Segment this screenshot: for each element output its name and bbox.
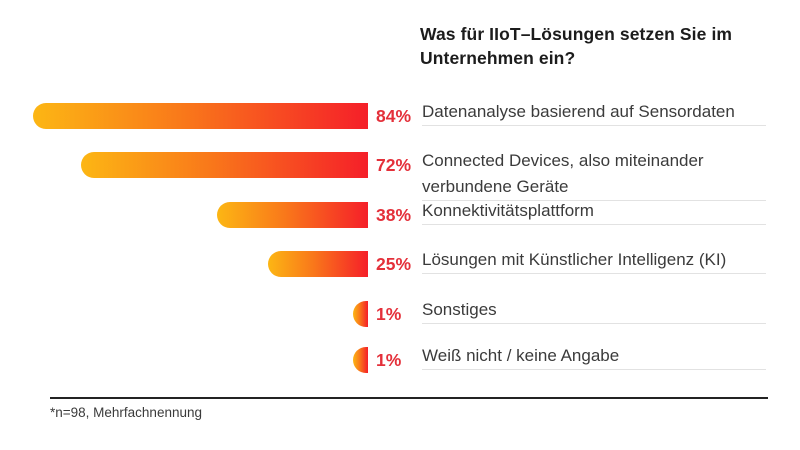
category-label: Konnektivitätsplattform xyxy=(422,198,766,225)
category-label: Lösungen mit Künstlicher Intelligenz (KI… xyxy=(422,247,766,274)
bar-track xyxy=(0,152,368,178)
bar-row-konnektivitaetsplattform: 38% Konnektivitätsplattform xyxy=(0,201,800,228)
chart-title-line2: Unternehmen ein? xyxy=(420,47,576,68)
category-label: Datenanalyse basierend auf Sensordaten xyxy=(422,99,766,126)
bar xyxy=(353,347,368,373)
bar-track xyxy=(0,103,368,129)
value-label: 1% xyxy=(376,350,402,370)
value-label: 1% xyxy=(376,304,402,324)
value-label: 72% xyxy=(376,155,412,175)
bar xyxy=(81,152,368,178)
category-label: Weiß nicht / keine Angabe xyxy=(422,343,766,370)
chart-title: Was für IIoT–Lösungen setzen Sie im Unte… xyxy=(420,23,770,70)
bar xyxy=(217,202,368,228)
bar-track xyxy=(0,301,368,327)
category-label: Connected Devices, also miteinander verb… xyxy=(422,148,766,201)
bar xyxy=(268,251,368,277)
bar-track xyxy=(0,347,368,373)
value-label: 84% xyxy=(376,106,412,126)
chart-title-line1: Was für IIoT–Lösungen setzen Sie im xyxy=(420,24,733,44)
value-label: 25% xyxy=(376,254,412,274)
footnote: *n=98, Mehrfachnennung xyxy=(50,405,202,420)
footer-divider xyxy=(50,397,768,399)
bar-row-sonstiges: 1% Sonstiges xyxy=(0,300,800,327)
bar-track xyxy=(0,202,368,228)
bar-row-weiss-nicht: 1% Weiß nicht / keine Angabe xyxy=(0,346,800,373)
bar-row-datenanalyse: 84% Datenanalyse basierend auf Sensordat… xyxy=(0,102,800,129)
bar-row-connected-devices: 72% Connected Devices, also miteinander … xyxy=(0,151,800,201)
bar xyxy=(33,103,368,129)
bar-track xyxy=(0,251,368,277)
bar xyxy=(353,301,368,327)
bar-row-ki-loesungen: 25% Lösungen mit Künstlicher Intelligenz… xyxy=(0,250,800,277)
value-label: 38% xyxy=(376,205,412,225)
category-label: Sonstiges xyxy=(422,297,766,324)
